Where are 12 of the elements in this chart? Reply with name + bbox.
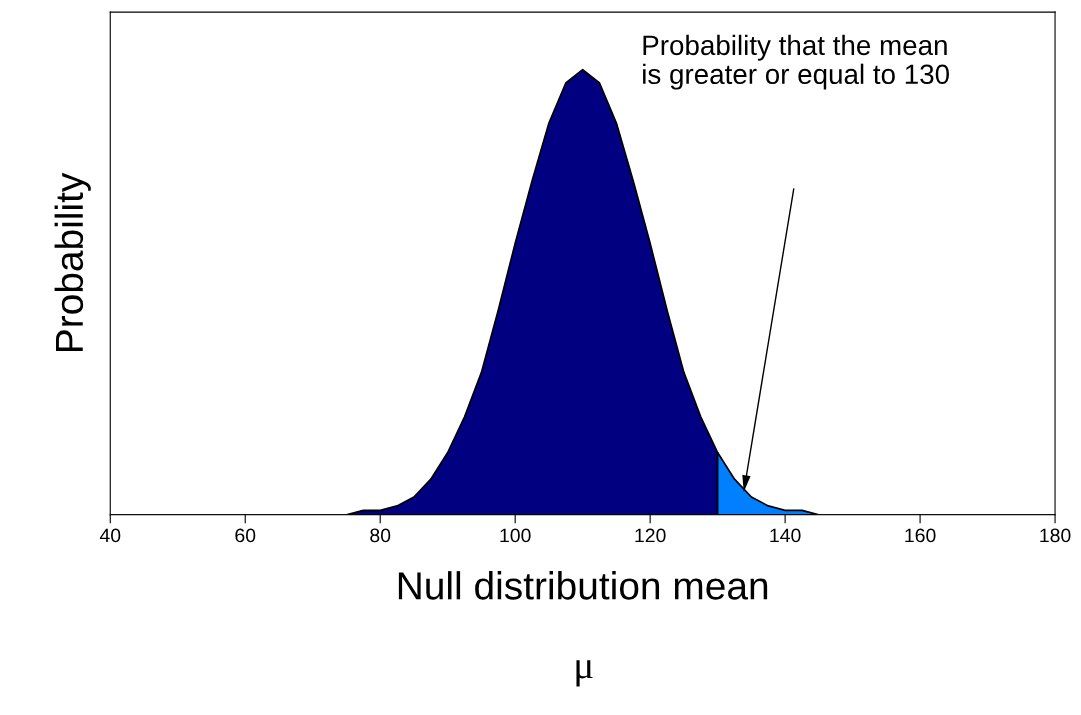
x-axis-title: Null distribution mean <box>398 571 768 600</box>
text: μ <box>576 660 593 687</box>
x-tick-label: 40 <box>99 528 121 543</box>
y-axis-title: Probability <box>54 172 91 352</box>
x-tick-label: 80 <box>370 528 391 543</box>
x-tick-label: 120 <box>635 528 666 543</box>
x-tick-label: 60 <box>235 528 256 543</box>
x-tick-label: 100 <box>500 528 531 543</box>
x-tick-label: 140 <box>770 528 801 543</box>
x-tick-label: 180 <box>1040 528 1071 543</box>
annotation: Probability that the mean is greater or equal to 130 <box>643 34 949 90</box>
x-tick-label: 160 <box>905 528 936 543</box>
